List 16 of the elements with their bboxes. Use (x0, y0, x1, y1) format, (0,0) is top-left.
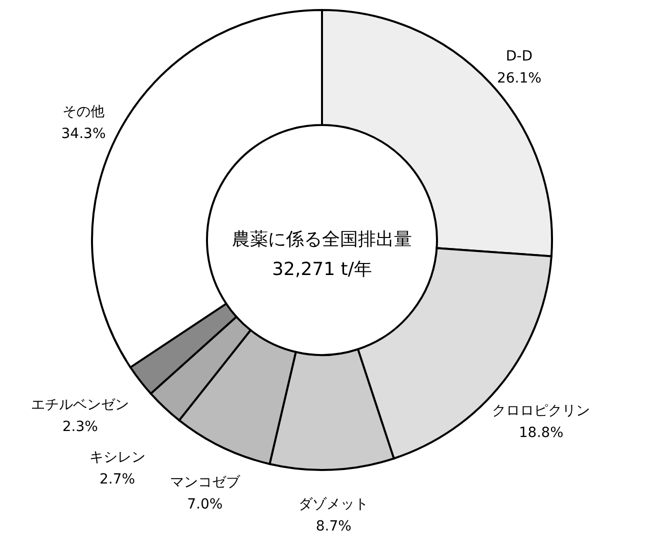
data-label: 8.7% (316, 518, 352, 534)
text: 32,271 t/年 (272, 259, 372, 280)
data-label: 26.1% (496, 70, 542, 86)
data-label: 34.3% (61, 126, 106, 142)
slice-label: エチルベンゼン (31, 397, 130, 414)
data-label: 18.8% (518, 424, 564, 441)
data-label: 7.0% (187, 496, 223, 513)
data-label: 2.3% (62, 419, 98, 436)
slice-label: その他 (62, 104, 105, 120)
data-label: 2.7% (99, 472, 136, 488)
slice-label: クロロピクリン (492, 402, 590, 419)
slice-label: マンコゼブ (170, 474, 241, 491)
slice-label: D-D (506, 48, 532, 64)
slice-label: ダゾメット (298, 496, 369, 512)
slice-label: キシレン (89, 450, 146, 466)
text: 農薬に係る全国排出量 (232, 229, 412, 250)
